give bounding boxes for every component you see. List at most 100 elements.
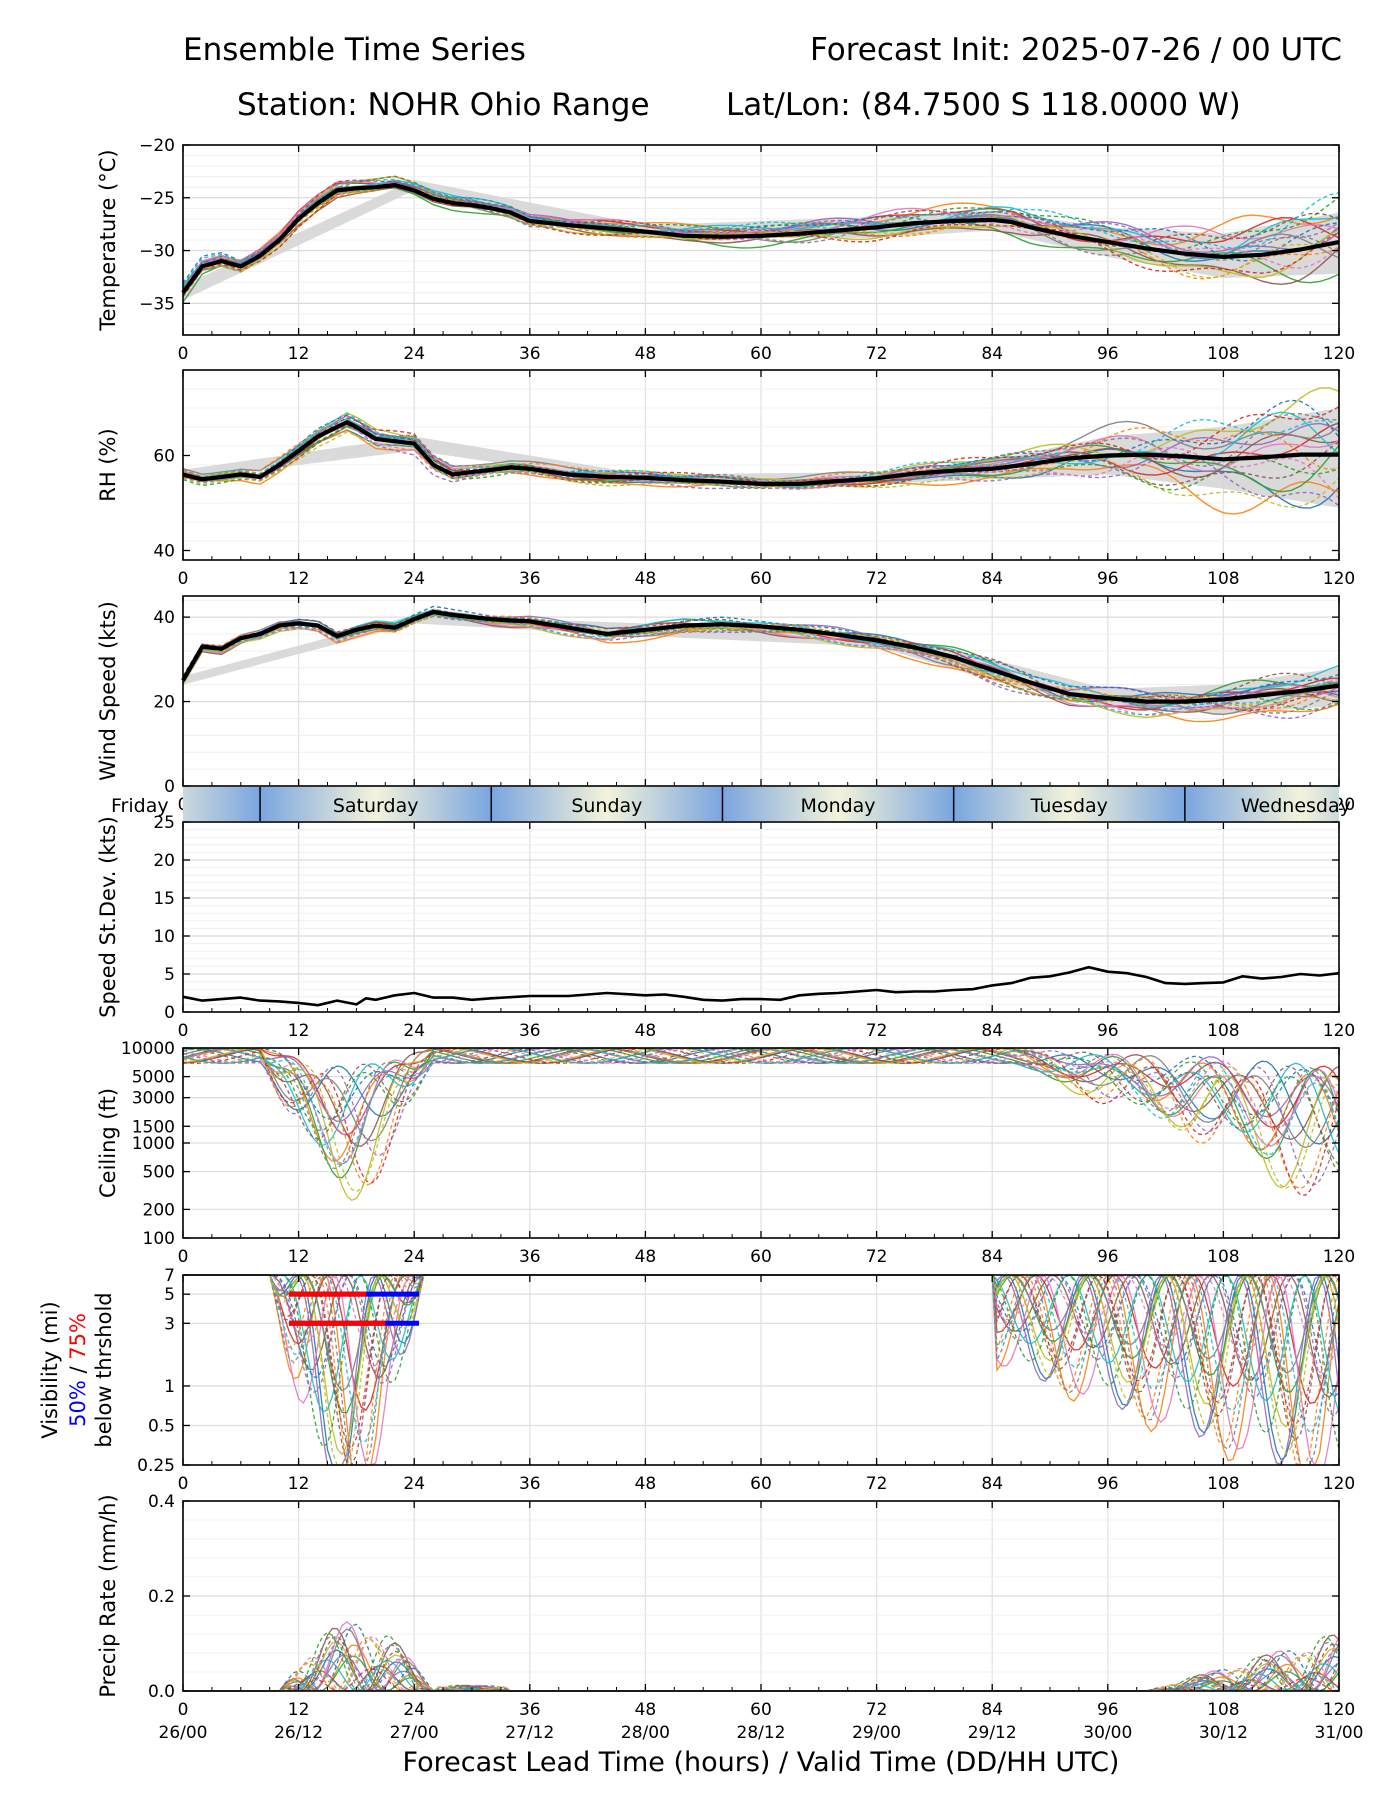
y-axis-label: below thrshold	[92, 1292, 116, 1447]
y-axis-label-sep: /	[66, 1360, 90, 1380]
title-right: Forecast Init: 2025-07-26 / 00 UTC	[810, 32, 1342, 68]
x-tick-label: 84	[981, 569, 1003, 589]
day-band: Friday Saturday Sunday Monday Tuesday Wednesd…	[111, 787, 1351, 821]
x-tick-label: 36	[519, 1021, 541, 1041]
y-tick-label: 15	[153, 889, 175, 909]
day-label: Tuesday	[1030, 795, 1108, 817]
y-tick-label: 0.25	[137, 1456, 175, 1476]
y-tick-label: 7	[164, 1266, 175, 1286]
day-label: Friday	[111, 795, 169, 817]
x-tick-label: 24	[403, 1474, 425, 1494]
x-tick-label: 24	[403, 344, 425, 364]
y-tick-label: 60	[153, 447, 175, 467]
day-label: Saturday	[333, 795, 419, 817]
x-tick-label: 120	[1323, 1700, 1355, 1720]
day-label: Wednesday	[1241, 795, 1351, 817]
x-tick-label: 60	[750, 1247, 772, 1267]
y-tick-label: 1500	[132, 1117, 175, 1137]
x-tick-label: 96	[1097, 1700, 1119, 1720]
ensemble-member-line	[183, 1273, 1340, 1466]
x-tick-label-datetime: 30/00	[1083, 1723, 1132, 1743]
x-tick-label: 96	[1097, 569, 1119, 589]
x-tick-label-datetime: 26/12	[274, 1723, 323, 1743]
x-tick-label: 60	[750, 1474, 772, 1494]
ensemble-member-line	[182, 1047, 1340, 1120]
ensemble-member-line	[182, 1047, 1340, 1196]
ensemble-member-line	[182, 615, 1340, 719]
y-tick-label: 10	[153, 927, 175, 947]
ensemble-member-line	[182, 608, 1340, 708]
ensemble-member-line	[182, 1047, 1340, 1122]
x-tick-label: 48	[635, 1474, 657, 1494]
x-tick-label: 96	[1097, 1247, 1119, 1267]
day-segment	[260, 787, 492, 821]
x-tick-label: 84	[981, 344, 1003, 364]
x-tick-label-datetime: 30/12	[1199, 1723, 1248, 1743]
ensemble-member-line	[182, 1047, 1340, 1136]
ensemble-member-line	[182, 1047, 1340, 1136]
ensemble-member-line	[182, 1047, 1340, 1186]
ensemble-member-line	[182, 175, 1340, 289]
y-tick-label: 20	[153, 693, 175, 713]
x-tick-label: 96	[1097, 1474, 1119, 1494]
x-tick-label-datetime: 26/00	[159, 1723, 208, 1743]
x-tick-label: 48	[635, 1247, 657, 1267]
x-tick-label: 108	[1207, 1474, 1239, 1494]
x-tick-label-datetime: 29/00	[852, 1723, 901, 1743]
x-tick-label: 72	[866, 344, 888, 364]
x-tick-label: 0	[178, 1021, 189, 1041]
x-tick-label: 12	[288, 1021, 310, 1041]
x-tick-label: 24	[403, 569, 425, 589]
x-tick-label: 0	[178, 344, 189, 364]
x-tick-label: 12	[288, 1247, 310, 1267]
y-tick-label: 5	[164, 1285, 175, 1305]
day-label: Sunday	[571, 795, 642, 817]
x-tick-label: 36	[519, 344, 541, 364]
x-tick-label: 24	[403, 1247, 425, 1267]
x-tick-label: 60	[750, 1021, 772, 1041]
x-tick-label: 12	[288, 344, 310, 364]
ensemble-member-line	[182, 431, 1340, 509]
y-tick-label: 3	[164, 1314, 175, 1334]
panel-temperature: 0 12 24 36 48 60 72 84 96 108 120 −35 −30 −25 −20 Tempe…	[96, 136, 1355, 364]
title-left: Ensemble Time Series	[183, 32, 526, 68]
y-tick-label: 40	[153, 542, 175, 562]
panel-speed_sd: 0 12 24 36 48 60 72 84 96 108 120 0 5 10 15 20 25 Speed S…	[96, 813, 1355, 1041]
x-tick-label: 120	[1323, 1021, 1355, 1041]
day-segment	[1184, 787, 1339, 821]
ensemble-member-line	[183, 1631, 1340, 1692]
x-tick-label: 48	[635, 1700, 657, 1720]
y-tick-label: 0.4	[148, 1492, 175, 1512]
x-tick-label: 84	[981, 1474, 1003, 1494]
day-segment	[491, 787, 723, 821]
y-tick-label: 3000	[132, 1089, 175, 1109]
x-tick-label: 72	[866, 569, 888, 589]
y-tick-label: −20	[139, 136, 175, 156]
y-tick-label: 1000	[132, 1134, 175, 1154]
x-tick-label-datetime: 29/12	[968, 1723, 1017, 1743]
x-tick-label: 48	[635, 344, 657, 364]
y-axis-label: Temperature (°C)	[96, 149, 120, 331]
y-axis-label-75: 75%	[66, 1313, 90, 1360]
panel-precip: 0 26/00 12 26/12 24 27/00 36 27/12 48 28/00 60 28/1…	[96, 1492, 1364, 1778]
x-tick-label: 72	[866, 1700, 888, 1720]
y-tick-label: 10000	[121, 1039, 175, 1059]
x-tick-label: 84	[981, 1700, 1003, 1720]
ensemble-member-line	[182, 1047, 1340, 1202]
y-tick-label: 25	[153, 813, 175, 833]
ensemble-member-line	[183, 1274, 1340, 1417]
ensemble-mean-line	[182, 965, 1340, 1007]
x-tick-label-datetime: 28/12	[737, 1723, 786, 1743]
x-tick-label: 12	[288, 1700, 310, 1720]
x-tick-label: 48	[635, 569, 657, 589]
day-segment	[722, 787, 954, 821]
x-tick-label: 24	[403, 1700, 425, 1720]
x-tick-label-datetime: 28/00	[621, 1723, 670, 1743]
ensemble-member-line	[182, 179, 1340, 291]
x-tick-label: 12	[288, 569, 310, 589]
y-tick-label: 0.0	[148, 1682, 175, 1702]
day-label: Monday	[801, 795, 876, 817]
y-axis-label: Visibility (mi)	[38, 1301, 62, 1438]
x-tick-label: 36	[519, 1474, 541, 1494]
